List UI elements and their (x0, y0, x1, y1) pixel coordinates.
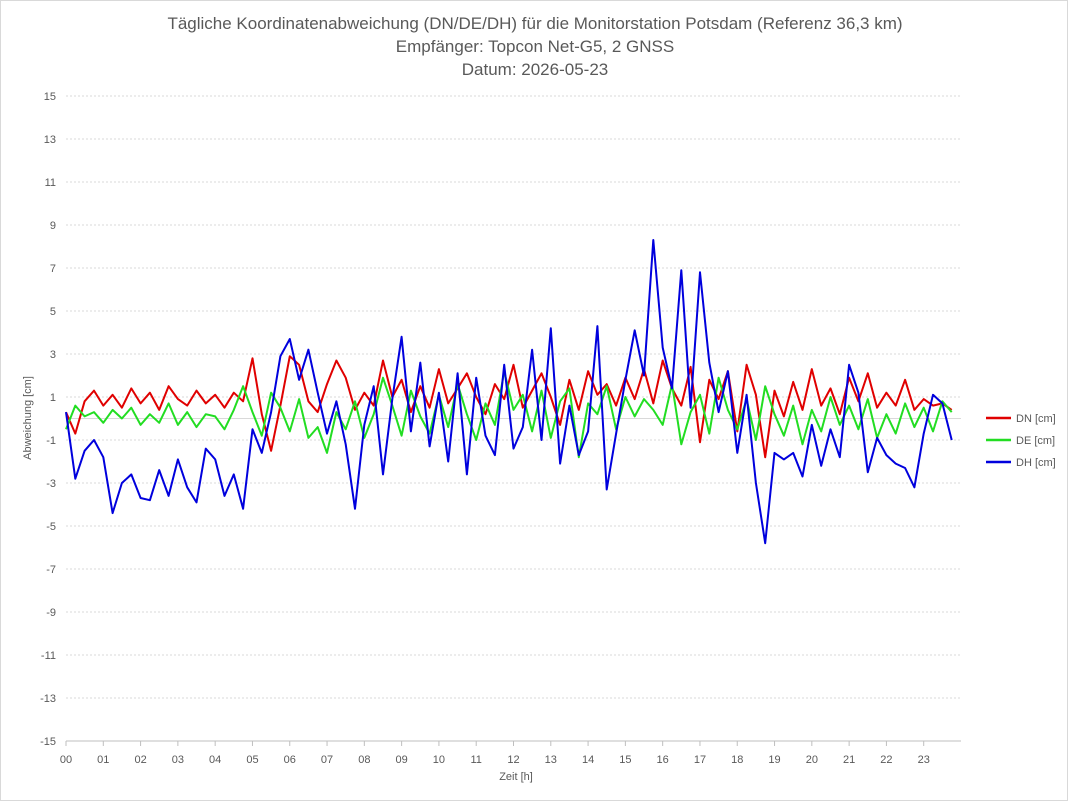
y-tick-label: 9 (50, 220, 56, 232)
y-tick-label: 7 (50, 263, 56, 275)
y-tick-label: -13 (40, 693, 56, 705)
x-tick-label: 15 (619, 754, 631, 766)
y-tick-label: -1 (46, 435, 56, 447)
x-tick-label: 21 (843, 754, 855, 766)
y-tick-label: -5 (46, 521, 56, 533)
x-tick-label: 18 (731, 754, 743, 766)
x-tick-label: 00 (60, 754, 72, 766)
x-tick-label: 01 (97, 754, 109, 766)
legend-label: DH [cm] (1016, 457, 1056, 469)
legend: DN [cm] DE [cm] DH [cm] (986, 413, 1056, 469)
x-tick-label: 04 (209, 754, 221, 766)
x-tick-label: 12 (507, 754, 519, 766)
series-line-dh (65, 239, 953, 545)
y-axis-ticks: 15 13 11 9 7 5 3 1 -1 -3 -5 -7 -9 -11 -13 -15 (40, 91, 56, 748)
chart-title: Tägliche Koordinatenabweichung (DN/DE/DH… (167, 14, 902, 33)
y-tick-label: -9 (46, 607, 56, 619)
x-tick-label: 11 (470, 754, 481, 766)
x-tick-label: 13 (545, 754, 557, 766)
x-tick-label: 22 (880, 754, 892, 766)
legend-label: DE [cm] (1016, 435, 1055, 447)
y-tick-label: -7 (46, 564, 56, 576)
y-tick-label: -11 (41, 650, 56, 662)
x-tick-label: 02 (134, 754, 146, 766)
y-tick-label: 5 (50, 306, 56, 318)
x-tick-label: 07 (321, 754, 333, 766)
x-tick-label: 17 (694, 754, 706, 766)
x-axis-ticks: 00 01 02 03 04 05 06 07 08 09 10 11 12 13 14 15 16 17 18 19… (60, 741, 930, 766)
series-line-de (65, 370, 953, 459)
gridlines (66, 95, 961, 742)
y-tick-label: 3 (50, 349, 56, 361)
x-tick-label: 14 (582, 754, 594, 766)
x-tick-label: 19 (768, 754, 780, 766)
x-tick-label: 08 (358, 754, 370, 766)
x-tick-label: 06 (284, 754, 296, 766)
chart-subtitle-receiver: Empfänger: Topcon Net-G5, 2 GNSS (396, 37, 674, 56)
y-tick-label: -3 (46, 478, 56, 490)
x-tick-label: 23 (918, 754, 930, 766)
y-tick-label: 13 (44, 134, 56, 146)
x-axis-title: Zeit [h] (499, 771, 533, 783)
y-tick-label: 15 (44, 91, 56, 103)
y-axis-title: Abweichung [cm] (22, 376, 34, 460)
x-tick-label: 03 (172, 754, 184, 766)
series-line-dn (65, 355, 953, 459)
legend-label: DN [cm] (1016, 413, 1056, 425)
x-tick-label: 16 (657, 754, 669, 766)
x-tick-label: 09 (396, 754, 408, 766)
y-tick-label: 11 (45, 177, 56, 189)
x-tick-label: 20 (806, 754, 818, 766)
x-tick-label: 10 (433, 754, 445, 766)
chart-subtitle-date: Datum: 2026-05-23 (462, 60, 608, 79)
series-lines (65, 239, 953, 545)
y-tick-label: -15 (40, 736, 56, 748)
x-tick-label: 05 (246, 754, 258, 766)
y-tick-label: 1 (50, 392, 56, 404)
